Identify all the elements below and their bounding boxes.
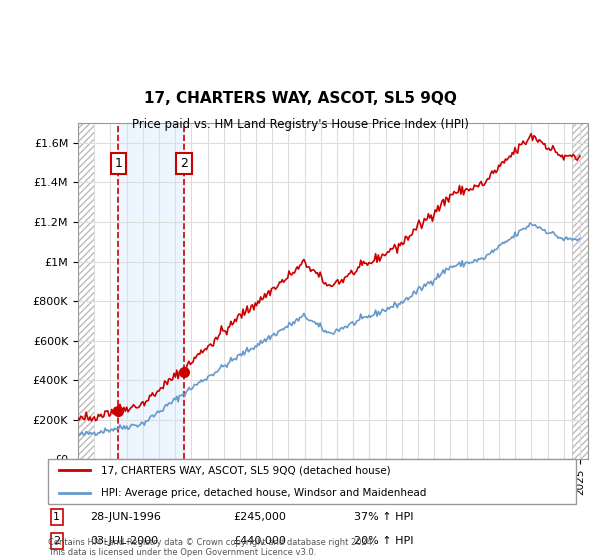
FancyBboxPatch shape [48, 459, 576, 504]
Text: 2: 2 [53, 536, 61, 546]
Bar [118, 123, 184, 459]
Text: 20% ↑ HPI: 20% ↑ HPI [354, 536, 414, 546]
Bar [78, 123, 94, 459]
Text: 2: 2 [180, 157, 188, 170]
Text: Price paid vs. HM Land Registry's House Price Index (HPI): Price paid vs. HM Land Registry's House … [131, 118, 469, 130]
Text: 17, CHARTERS WAY, ASCOT, SL5 9QQ: 17, CHARTERS WAY, ASCOT, SL5 9QQ [143, 91, 457, 106]
Text: £245,000: £245,000 [233, 512, 286, 522]
Text: 03-JUL-2000: 03-JUL-2000 [90, 536, 158, 546]
Text: 1: 1 [53, 512, 60, 522]
Text: 17, CHARTERS WAY, ASCOT, SL5 9QQ (detached house): 17, CHARTERS WAY, ASCOT, SL5 9QQ (detach… [101, 465, 391, 475]
Text: 1: 1 [115, 157, 122, 170]
Text: 37% ↑ HPI: 37% ↑ HPI [354, 512, 414, 522]
Text: HPI: Average price, detached house, Windsor and Maidenhead: HPI: Average price, detached house, Wind… [101, 488, 426, 498]
Text: £440,000: £440,000 [233, 536, 286, 546]
Text: Contains HM Land Registry data © Crown copyright and database right 2024.
This d: Contains HM Land Registry data © Crown c… [48, 538, 374, 557]
Text: 28-JUN-1996: 28-JUN-1996 [90, 512, 161, 522]
